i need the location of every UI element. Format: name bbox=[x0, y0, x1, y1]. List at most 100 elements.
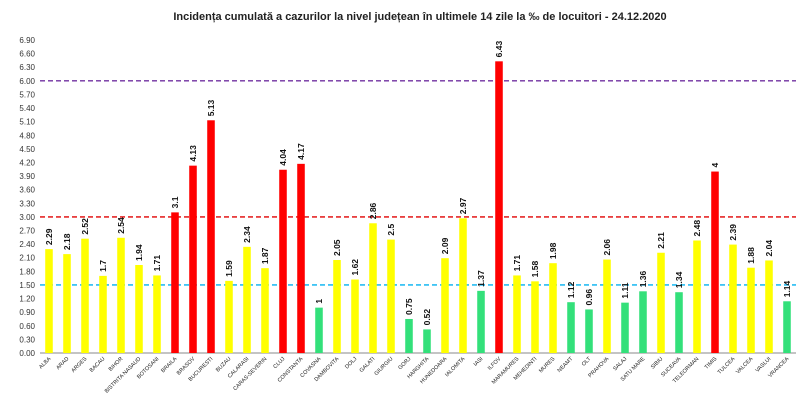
bar bbox=[387, 239, 395, 353]
bar bbox=[423, 329, 431, 353]
bar bbox=[567, 302, 575, 353]
bar bbox=[621, 302, 629, 353]
data-label: 1.12 bbox=[566, 281, 576, 298]
data-label: 1.14 bbox=[782, 280, 792, 297]
y-tick-label: 3.90 bbox=[19, 172, 35, 181]
y-tick-label: 1.50 bbox=[19, 281, 35, 290]
bar bbox=[693, 240, 701, 353]
data-label: 1.98 bbox=[548, 242, 558, 259]
bar bbox=[477, 290, 485, 353]
data-label: 2.29 bbox=[44, 228, 54, 245]
y-tick-label: 4.20 bbox=[19, 158, 35, 167]
data-label: 2.5 bbox=[386, 224, 396, 236]
data-label: 2.48 bbox=[692, 220, 702, 237]
y-tick-label: 0.00 bbox=[19, 349, 35, 358]
x-tick-label: ALBA bbox=[38, 356, 52, 370]
data-label: 2.34 bbox=[242, 226, 252, 243]
y-tick-label: 4.80 bbox=[19, 131, 35, 140]
data-label: 2.97 bbox=[458, 197, 468, 214]
data-label: 1.94 bbox=[134, 244, 144, 261]
data-label: 1.34 bbox=[674, 271, 684, 288]
data-label: 1.62 bbox=[350, 259, 360, 276]
data-label: 1.88 bbox=[746, 247, 756, 264]
data-label: 2.39 bbox=[728, 224, 738, 241]
bar bbox=[351, 279, 359, 353]
bar bbox=[585, 309, 593, 353]
bar bbox=[369, 223, 377, 353]
x-tick-label: ILFOV bbox=[487, 356, 503, 372]
data-label: 2.04 bbox=[764, 240, 774, 257]
bar bbox=[495, 61, 503, 354]
bar bbox=[189, 165, 197, 353]
y-tick-label: 6.60 bbox=[19, 50, 35, 59]
x-tick-label: NEAMT bbox=[557, 356, 575, 374]
bar bbox=[297, 163, 305, 353]
bar bbox=[225, 280, 233, 353]
data-label: 5.13 bbox=[206, 99, 216, 116]
data-label: 2.54 bbox=[116, 217, 126, 234]
y-tick-label: 6.30 bbox=[19, 63, 35, 72]
x-tick-label: IALOMITA bbox=[444, 356, 466, 378]
y-axis: 0.00 0.30 0.60 0.90 1.20 1.50 1.80 2.10 2.40 2.70… bbox=[19, 36, 796, 358]
bar bbox=[639, 291, 647, 353]
y-tick-label: 0.90 bbox=[19, 308, 35, 317]
data-label: 0.96 bbox=[584, 289, 594, 306]
data-label: 6.43 bbox=[494, 41, 504, 58]
x-tick-label: BACAU bbox=[89, 356, 107, 374]
data-label: 2.21 bbox=[656, 232, 666, 249]
data-label: 0.52 bbox=[422, 309, 432, 326]
bar bbox=[531, 281, 539, 353]
y-tick-label: 5.70 bbox=[19, 90, 35, 99]
bar bbox=[153, 275, 161, 353]
x-tick-label: CARAS-SEVERIN bbox=[232, 356, 268, 392]
bar bbox=[441, 258, 449, 353]
bar bbox=[207, 120, 215, 353]
data-label: 2.05 bbox=[332, 239, 342, 256]
bar bbox=[171, 212, 179, 353]
bar bbox=[711, 171, 719, 353]
data-labels: 2.29 2.182.521.72.541.941.713.14.135.131.… bbox=[44, 41, 792, 326]
data-label: 1.71 bbox=[512, 255, 522, 272]
y-tick-label: 4.50 bbox=[19, 145, 35, 154]
x-tick-label: DOLJ bbox=[344, 356, 358, 370]
bar bbox=[405, 318, 413, 353]
data-label: 4.13 bbox=[188, 145, 198, 162]
data-label: 1.36 bbox=[638, 270, 648, 287]
data-label: 1.7 bbox=[98, 260, 108, 272]
y-tick-label: 1.20 bbox=[19, 295, 35, 304]
x-tick-label: TIMIS bbox=[704, 356, 719, 371]
bar bbox=[783, 301, 791, 353]
bar bbox=[135, 264, 143, 353]
threshold-lines bbox=[40, 80, 796, 286]
bar bbox=[261, 268, 269, 353]
y-tick-label: 1.80 bbox=[19, 267, 35, 276]
bar bbox=[315, 307, 323, 353]
x-tick-label: IASI bbox=[473, 356, 485, 368]
bar bbox=[657, 252, 665, 353]
data-label: 2.18 bbox=[62, 233, 72, 250]
bar bbox=[675, 292, 683, 353]
data-label: 1.37 bbox=[476, 270, 486, 287]
y-tick-label: 3.30 bbox=[19, 199, 35, 208]
y-tick-label: 6.90 bbox=[19, 36, 35, 45]
x-tick-label: BUZAU bbox=[215, 356, 232, 373]
y-tick-label: 2.70 bbox=[19, 227, 35, 236]
y-tick-label: 0.60 bbox=[19, 322, 35, 331]
x-tick-label: CLUJ bbox=[272, 356, 286, 370]
x-tick-label: BIHOR bbox=[108, 356, 125, 373]
bar bbox=[81, 238, 89, 353]
data-label: 1.87 bbox=[260, 247, 270, 264]
bar bbox=[513, 275, 521, 353]
data-label: 4 bbox=[710, 163, 720, 168]
data-label: 1.11 bbox=[620, 282, 630, 298]
data-label: 2.52 bbox=[80, 218, 90, 235]
y-tick-label: 5.10 bbox=[19, 118, 35, 127]
bar bbox=[765, 260, 773, 353]
bar bbox=[603, 259, 611, 353]
data-label: 1.71 bbox=[152, 255, 162, 272]
bar bbox=[747, 267, 755, 353]
x-tick-label: OLT bbox=[581, 356, 593, 368]
y-tick-label: 0.30 bbox=[19, 335, 35, 344]
bar bbox=[117, 237, 125, 353]
